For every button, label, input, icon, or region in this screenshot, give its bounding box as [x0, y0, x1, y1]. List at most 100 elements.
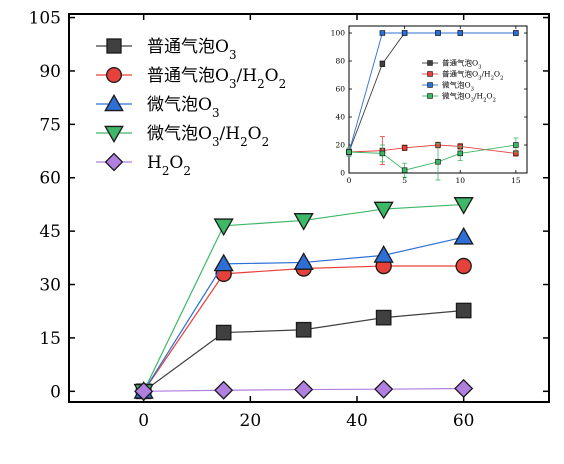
data-point — [379, 30, 386, 36]
legend-label-part: O — [494, 70, 500, 79]
legend-label: 微气泡O3 — [147, 95, 220, 120]
legend-marker — [427, 93, 433, 99]
data-point — [453, 226, 474, 245]
legend-label-part: O — [169, 153, 183, 173]
x-tick-label: 10 — [455, 176, 465, 185]
legend-label: 普通气泡O3 — [147, 37, 237, 62]
legend-marker — [104, 93, 124, 112]
legend-label-part: O — [486, 92, 492, 101]
data-point — [293, 252, 314, 270]
legend-label-part: O — [265, 66, 279, 86]
legend-label-subscript: 3 — [471, 87, 474, 93]
y-tick-label: 0 — [340, 169, 345, 178]
legend-label-part: 微气泡O — [442, 80, 471, 90]
legend-label-part: /H — [482, 70, 492, 79]
x-tick-label: 0 — [347, 176, 352, 185]
legend-label-part: /H — [220, 124, 241, 144]
legend-label-part: 普通气泡O — [442, 69, 478, 79]
legend-label-subscript: 2 — [262, 135, 270, 149]
data-point — [213, 253, 234, 272]
legend-label-subscript: 3 — [478, 76, 481, 82]
y-tick-label: 100 — [331, 29, 346, 38]
x-tick-label: 60 — [453, 411, 475, 431]
y-tick-label: 75 — [39, 115, 61, 135]
x-tick-label: 20 — [240, 411, 262, 431]
y-tick-label: 0 — [50, 382, 61, 402]
legend-label-subscript: 3 — [471, 98, 474, 104]
legend-label-subscript: 2 — [257, 77, 265, 91]
y-tick-label: 80 — [335, 57, 345, 66]
data-point — [214, 380, 234, 400]
legend-label-subscript: 2 — [483, 98, 486, 104]
legend-label-part: 微气泡O — [147, 124, 212, 144]
legend-marker — [106, 67, 123, 84]
legend-label: 微气泡O3 — [442, 80, 474, 93]
legend-marker — [104, 152, 124, 172]
legend-label-part: O — [248, 124, 262, 144]
data-point — [215, 324, 232, 341]
legend-label: 普通气泡O3/H2O2 — [442, 69, 503, 82]
data-point — [346, 149, 352, 155]
legend-label-subscript: 3 — [229, 77, 237, 91]
legend-label: 微气泡O3/H2O2 — [147, 124, 269, 149]
y-tick-label: 30 — [39, 275, 61, 295]
legend-label-subscript: 2 — [491, 76, 494, 82]
series-3 — [346, 137, 519, 181]
data-point — [401, 30, 408, 36]
legend-label-part: H — [147, 153, 162, 173]
legend-label-part: 普通气泡O — [147, 37, 229, 57]
data-point — [435, 30, 441, 36]
series-line — [348, 144, 516, 171]
data-point — [457, 150, 464, 157]
legend-marker — [104, 125, 124, 144]
legend-label-subscript: 3 — [229, 48, 237, 62]
legend-label-subscript: 2 — [162, 164, 170, 178]
legend-label: H2O2 — [147, 153, 191, 178]
legend-marker — [427, 71, 433, 77]
x-tick-label: 15 — [511, 176, 521, 185]
data-point — [379, 61, 386, 67]
legend-label-part: /H — [474, 92, 484, 101]
legend-label: 普通气泡O3/H2O2 — [147, 66, 286, 91]
data-point — [375, 309, 392, 326]
series-line — [348, 144, 516, 154]
data-point — [457, 30, 464, 36]
legend-marker — [427, 82, 433, 88]
data-point — [379, 150, 386, 157]
data-point — [295, 321, 312, 338]
data-point — [401, 145, 408, 151]
data-point — [374, 379, 394, 399]
legend-label-subscript: 2 — [240, 135, 248, 149]
series-line — [348, 32, 516, 153]
data-point — [293, 213, 314, 231]
legend-label: 普通气泡O3 — [442, 58, 482, 71]
legend-label-subscript: 2 — [493, 98, 496, 104]
y-tick-label: 90 — [39, 62, 61, 82]
data-point — [373, 245, 394, 263]
legend-label-subscript: 2 — [183, 164, 191, 178]
legend-label-subscript: 2 — [500, 76, 503, 82]
x-tick-label: 5 — [402, 176, 407, 185]
data-point — [513, 30, 519, 36]
y-tick-label: 15 — [39, 329, 61, 349]
legend-label-part: /H — [237, 66, 258, 86]
data-point — [213, 218, 234, 237]
data-point — [455, 302, 472, 319]
data-point — [455, 257, 472, 275]
y-tick-label: 105 — [29, 9, 61, 29]
inset-chart: 0 5 10 15020406080100普通气泡O3普通气泡O3/H2O2微气泡O3… — [331, 25, 528, 185]
data-point — [401, 167, 408, 173]
data-point — [373, 201, 394, 220]
legend-label-part: 微气泡O — [442, 91, 471, 101]
legend-label-subscript: 2 — [279, 77, 287, 91]
legend-label-subscript: 3 — [212, 135, 220, 149]
y-tick-label: 60 — [39, 169, 61, 189]
legend-label-part: 普通气泡O — [442, 58, 478, 68]
legend-label-subscript: 3 — [478, 65, 481, 71]
data-point — [294, 379, 314, 400]
legend-label-subscript: 3 — [212, 106, 220, 120]
x-tick-label: 40 — [346, 411, 368, 431]
